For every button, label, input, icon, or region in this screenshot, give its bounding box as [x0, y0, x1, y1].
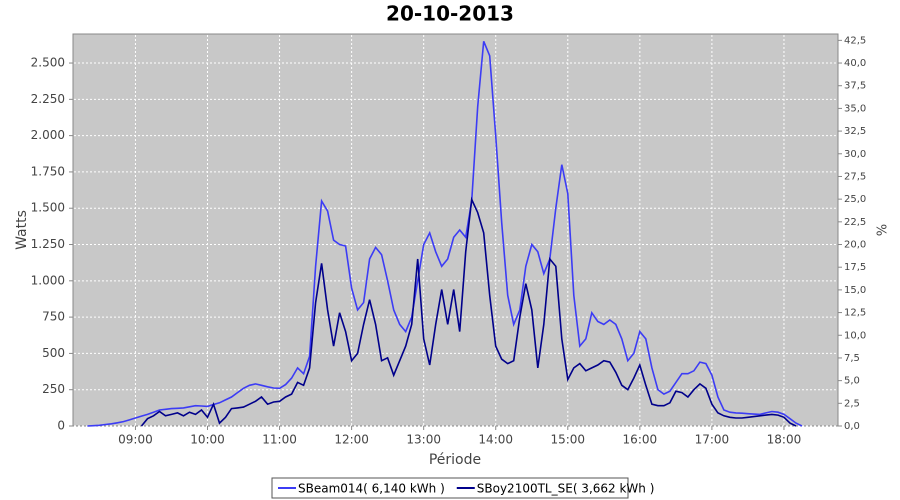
y-axis-label: Watts — [14, 210, 30, 250]
y2-tick-label: 15,0 — [844, 285, 866, 296]
y-tick-label: 750 — [42, 310, 65, 324]
y-tick-label: 500 — [42, 346, 65, 360]
x-tick-label: 15:00 — [550, 433, 585, 447]
y-tick-label: 2.500 — [31, 56, 65, 70]
y-tick-label: 1.000 — [31, 273, 65, 287]
y2-tick-label: 37,5 — [844, 81, 866, 92]
x-tick-label: 16:00 — [623, 433, 658, 447]
y2-tick-label: 27,5 — [844, 171, 866, 182]
chart-title: 20-10-2013 — [386, 2, 514, 26]
y2-tick-label: 12,5 — [844, 308, 866, 319]
y2-tick-label: 22,5 — [844, 217, 866, 228]
y2-tick-label: 5,0 — [844, 376, 860, 387]
y2-axis-label: % — [873, 224, 888, 236]
x-tick-label: 11:00 — [262, 433, 297, 447]
y-tick-label: 2.000 — [31, 128, 65, 142]
x-axis-label: Période — [429, 452, 481, 468]
y2-tick-label: 17,5 — [844, 262, 866, 273]
y2-tick-label: 42,5 — [844, 35, 866, 46]
y-tick-label: 1.250 — [31, 237, 65, 251]
y2-tick-label: 2,5 — [844, 398, 860, 409]
series-line — [140, 196, 797, 427]
x-tick-label: 14:00 — [478, 433, 513, 447]
y2-tick-label: 40,0 — [844, 58, 866, 69]
y2-tick-label: 10,0 — [844, 330, 866, 341]
legend-label: SBeam014( 6,140 kWh ) — [298, 482, 445, 496]
y2-tick-label: 7,5 — [844, 353, 860, 364]
y-tick-label: 0 — [57, 419, 65, 433]
y2-tick-label: 25,0 — [844, 194, 866, 205]
y-tick-label: 1.750 — [31, 164, 65, 178]
y2-tick-label: 35,0 — [844, 103, 866, 114]
y2-tick-label: 20,0 — [844, 240, 866, 251]
legend-label: SBoy2100TL_SE( 3,662 kWh ) — [477, 482, 655, 496]
x-tick-label: 10:00 — [190, 433, 225, 447]
y-tick-label: 250 — [42, 382, 65, 396]
y-tick-label: 2.250 — [31, 92, 65, 106]
series-line — [87, 40, 803, 427]
legend — [271, 477, 629, 499]
y2-tick-label: 0,0 — [844, 421, 860, 432]
y2-tick-label: 30,0 — [844, 149, 866, 160]
y-tick-label: 1.500 — [31, 201, 65, 215]
y2-tick-label: 32,5 — [844, 126, 866, 137]
x-tick-label: 13:00 — [406, 433, 441, 447]
x-tick-label: 09:00 — [118, 433, 153, 447]
plot-area — [72, 33, 839, 427]
x-tick-label: 17:00 — [695, 433, 730, 447]
x-tick-label: 12:00 — [334, 433, 369, 447]
x-tick-label: 18:00 — [767, 433, 802, 447]
